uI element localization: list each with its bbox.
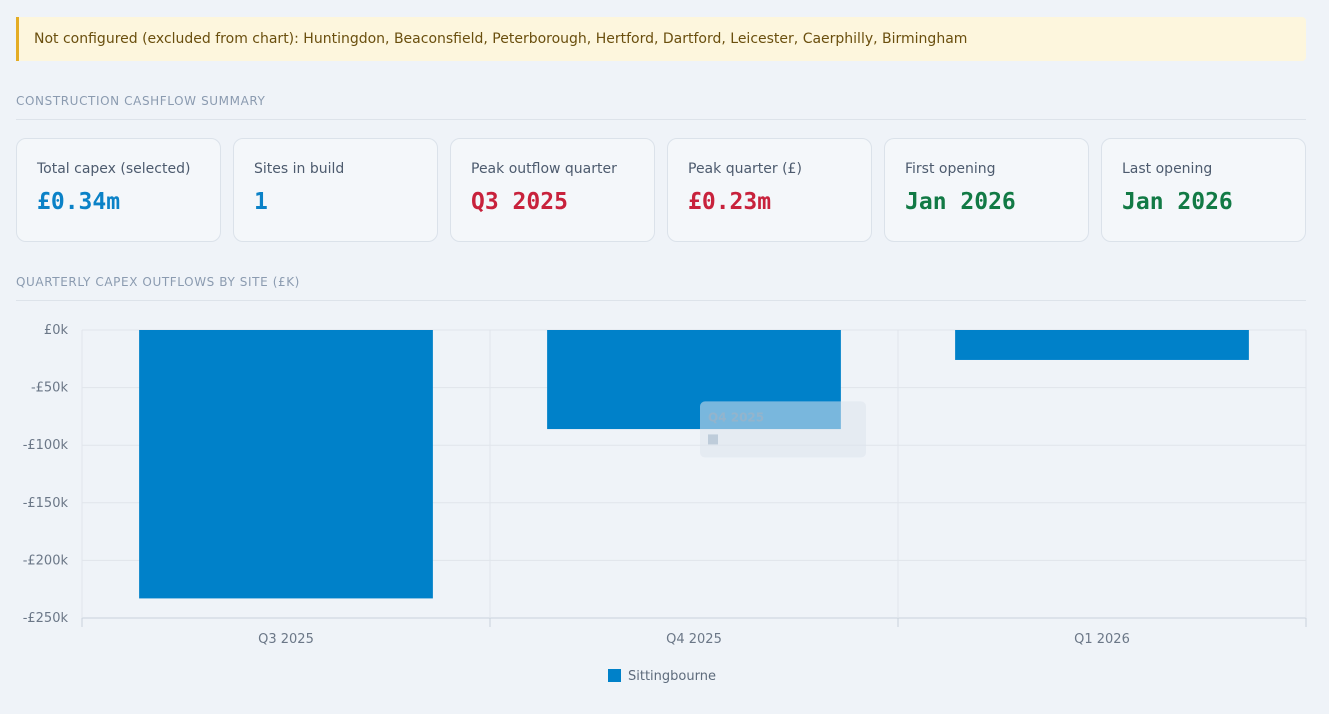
legend-label: Sittingbourne xyxy=(628,669,716,684)
kpi-label: Peak quarter (£) xyxy=(688,161,802,177)
legend-swatch xyxy=(608,669,621,682)
kpi-value: £0.34m xyxy=(37,189,121,215)
kpi-card-last-opening: Last opening Jan 2026 xyxy=(1101,138,1306,242)
kpi-label: First opening xyxy=(905,161,996,177)
kpi-card-sites-in-build: Sites in build 1 xyxy=(233,138,438,242)
kpi-card-peak-outflow-quarter: Peak outflow quarter Q3 2025 xyxy=(450,138,655,242)
kpi-label: Peak outflow quarter xyxy=(471,161,617,177)
kpi-card-peak-quarter-amount: Peak quarter (£) £0.23m xyxy=(667,138,872,242)
capex-chart: £0k -£50k -£100k -£150k -£200k -£250k Q3 2025 Q… xyxy=(0,310,1329,700)
kpi-label: Total capex (selected) xyxy=(37,161,191,177)
kpi-row: Total capex (selected) £0.34m Sites in b… xyxy=(16,138,1306,242)
y-tick-label: -£200k xyxy=(23,553,69,568)
tooltip-title: Q4 2025 xyxy=(708,410,764,424)
kpi-value: Jan 2026 xyxy=(905,189,1016,215)
x-tick-label: Q1 2026 xyxy=(1074,632,1130,647)
y-tick-label: -£100k xyxy=(23,438,69,453)
summary-section-title: CONSTRUCTION CASHFLOW SUMMARY xyxy=(16,94,1306,120)
kpi-value: 1 xyxy=(254,189,268,215)
kpi-value: Jan 2026 xyxy=(1122,189,1233,215)
kpi-label: Last opening xyxy=(1122,161,1213,177)
x-tick-label: Q4 2025 xyxy=(666,632,722,647)
capex-bar-chart: £0k -£50k -£100k -£150k -£200k -£250k Q3 2025 Q… xyxy=(23,323,1307,684)
bar-q1-2026 xyxy=(955,330,1249,360)
y-tick-label: £0k xyxy=(44,323,69,338)
kpi-value: £0.23m xyxy=(688,189,772,215)
excluded-sites-banner: Not configured (excluded from chart): Hu… xyxy=(16,17,1306,61)
kpi-card-total-capex: Total capex (selected) £0.34m xyxy=(16,138,221,242)
x-tick-label: Q3 2025 xyxy=(258,632,314,647)
y-tick-label: -£150k xyxy=(23,496,69,511)
y-tick-label: -£50k xyxy=(31,381,69,396)
chart-section-title: QUARTERLY CAPEX OUTFLOWS BY SITE (£K) xyxy=(16,275,1306,301)
kpi-card-first-opening: First opening Jan 2026 xyxy=(884,138,1089,242)
y-tick-label: -£250k xyxy=(23,611,69,626)
kpi-label: Sites in build xyxy=(254,161,345,177)
tooltip-box xyxy=(700,401,866,458)
tooltip-swatch xyxy=(708,434,718,445)
banner-text: Not configured (excluded from chart): Hu… xyxy=(34,31,968,47)
kpi-value: Q3 2025 xyxy=(471,189,568,215)
bar-q3-2025 xyxy=(139,330,433,599)
